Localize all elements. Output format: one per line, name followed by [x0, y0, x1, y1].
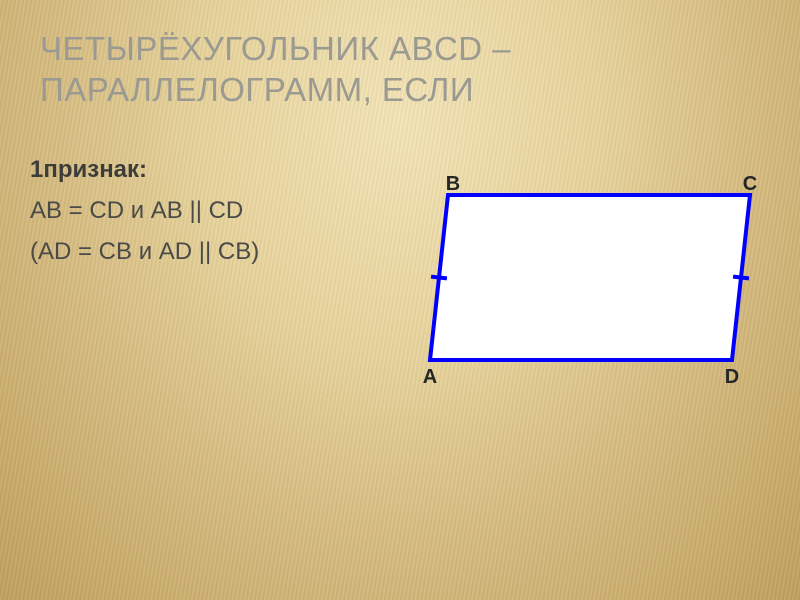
parallelogram-diagram: B C A D	[400, 175, 770, 405]
parallelogram-polygon	[430, 195, 750, 360]
tick-mark-ab	[431, 277, 447, 279]
parallelogram-shape	[400, 175, 770, 405]
slide-title: ЧЕТЫРЁХУГОЛЬНИК ABCD – ПАРАЛЛЕЛОГРАММ, Е…	[40, 28, 760, 111]
condition-line-2: (АD = СВ и АD || CB)	[30, 232, 390, 273]
condition-line-1: АВ = СD и АВ || CD	[30, 191, 390, 232]
vertex-label-d: D	[722, 366, 742, 389]
vertex-label-b: B	[443, 173, 463, 196]
slide: ЧЕТЫРЁХУГОЛЬНИК ABCD – ПАРАЛЛЕЛОГРАММ, Е…	[0, 0, 800, 600]
sign-label: 1признак:	[30, 150, 390, 191]
vertex-label-c: C	[740, 173, 760, 196]
title-line-1: ЧЕТЫРЁХУГОЛЬНИК ABCD –	[40, 30, 511, 67]
tick-mark-cd	[733, 277, 749, 279]
vertex-label-a: A	[420, 366, 440, 389]
slide-body: 1признак: АВ = СD и АВ || CD (АD = СВ и …	[30, 150, 390, 272]
title-line-2: ПАРАЛЛЕЛОГРАММ, ЕСЛИ	[40, 71, 474, 108]
